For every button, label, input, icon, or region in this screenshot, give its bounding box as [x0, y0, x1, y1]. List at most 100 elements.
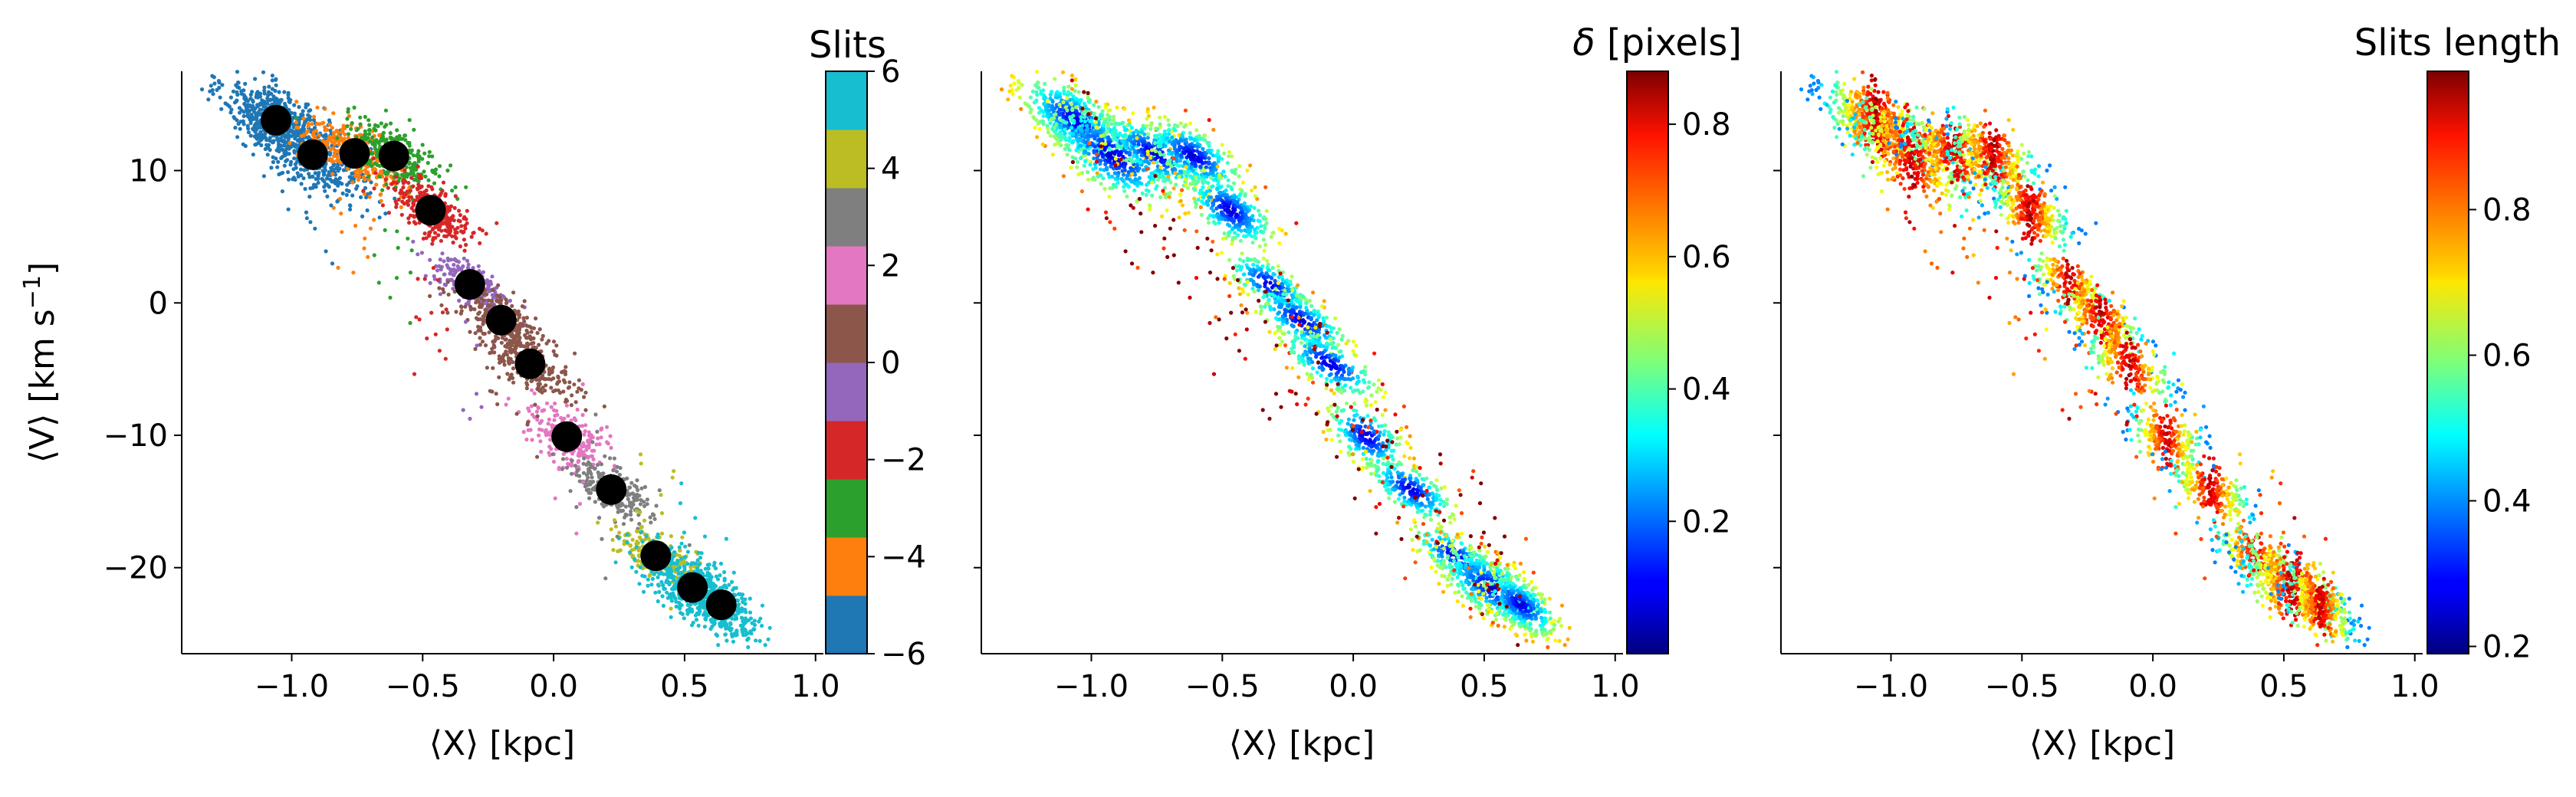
- data-point: [563, 369, 568, 374]
- data-point: [380, 203, 385, 208]
- data-point: [1107, 195, 1112, 199]
- data-point: [1061, 114, 1066, 119]
- data-point: [537, 421, 542, 425]
- data-point: [245, 106, 249, 110]
- data-point: [462, 216, 466, 221]
- data-point: [393, 199, 398, 204]
- data-point: [452, 205, 457, 210]
- data-point: [363, 129, 367, 133]
- data-point: [476, 324, 481, 329]
- data-point: [347, 203, 353, 208]
- data-point: [346, 132, 351, 136]
- data-point: [1109, 164, 1113, 169]
- data-point: [292, 103, 297, 107]
- data-point: [1007, 89, 1012, 93]
- data-point: [209, 84, 213, 88]
- data-point: [416, 252, 420, 257]
- data-point: [671, 587, 675, 592]
- data-point: [583, 429, 587, 434]
- data-point: [1074, 148, 1079, 153]
- data-point: [536, 382, 540, 386]
- data-point: [379, 138, 383, 143]
- data-point: [1039, 91, 1043, 96]
- data-point: [323, 107, 327, 111]
- data-point: [586, 438, 590, 443]
- data-point: [709, 619, 714, 625]
- data-point: [1099, 182, 1103, 186]
- data-point: [702, 534, 708, 539]
- data-point: [495, 298, 499, 303]
- data-point: [505, 372, 510, 376]
- data-point: [330, 261, 335, 266]
- data-point: [235, 70, 240, 74]
- data-point: [339, 130, 343, 135]
- data-point: [449, 277, 454, 282]
- data-point: [268, 139, 272, 143]
- data-point: [409, 175, 414, 180]
- data-point: [218, 95, 222, 100]
- data-point: [1141, 168, 1145, 172]
- data-point: [626, 497, 630, 501]
- data-point: [1106, 136, 1111, 141]
- data-point: [474, 392, 479, 396]
- data-point: [533, 402, 537, 407]
- data-point: [610, 537, 615, 543]
- data-point: [1080, 170, 1085, 175]
- data-point: [580, 382, 585, 386]
- data-point: [299, 182, 304, 186]
- data-point: [241, 119, 245, 123]
- data-point: [674, 567, 679, 572]
- data-point: [286, 96, 291, 100]
- data-point: [299, 173, 304, 178]
- data-point: [288, 100, 292, 104]
- data-point: [256, 140, 261, 145]
- data-point: [580, 424, 585, 428]
- data-point: [639, 530, 643, 534]
- data-point: [652, 513, 656, 517]
- data-point: [438, 193, 442, 198]
- data-point: [687, 607, 692, 612]
- data-point: [498, 301, 503, 306]
- data-point: [376, 280, 381, 285]
- data-point: [372, 218, 376, 222]
- data-point: [553, 401, 557, 406]
- data-point: [465, 208, 469, 213]
- data-point: [426, 161, 430, 166]
- data-point: [551, 349, 556, 353]
- data-point: [1032, 100, 1037, 105]
- x-tick-label: 0.0: [529, 669, 578, 704]
- data-point: [1086, 96, 1090, 100]
- data-point: [367, 132, 372, 136]
- data-point: [286, 170, 291, 175]
- data-point: [377, 215, 382, 220]
- data-point: [1105, 167, 1109, 172]
- data-point: [389, 136, 393, 141]
- data-point: [652, 517, 657, 521]
- data-point: [560, 418, 566, 422]
- data-point: [682, 616, 686, 621]
- data-point: [340, 191, 345, 195]
- data-point: [335, 136, 340, 140]
- data-point: [431, 266, 436, 271]
- data-point: [656, 599, 660, 604]
- data-point: [311, 118, 316, 123]
- data-point: [449, 269, 453, 274]
- data-point: [1040, 119, 1045, 123]
- data-point: [669, 569, 674, 574]
- data-point: [1149, 171, 1154, 175]
- data-point: [363, 177, 367, 182]
- data-point: [441, 180, 446, 185]
- data-point: [439, 267, 443, 272]
- data-point: [386, 211, 391, 215]
- data-point: [243, 81, 248, 86]
- data-point: [597, 442, 602, 447]
- data-point: [704, 614, 709, 619]
- data-point: [215, 87, 219, 92]
- data-point: [383, 228, 387, 232]
- data-point: [437, 286, 442, 290]
- data-point: [1042, 96, 1046, 100]
- data-point: [579, 452, 583, 458]
- data-point: [238, 126, 242, 131]
- data-point: [564, 403, 570, 408]
- data-point: [1099, 173, 1103, 178]
